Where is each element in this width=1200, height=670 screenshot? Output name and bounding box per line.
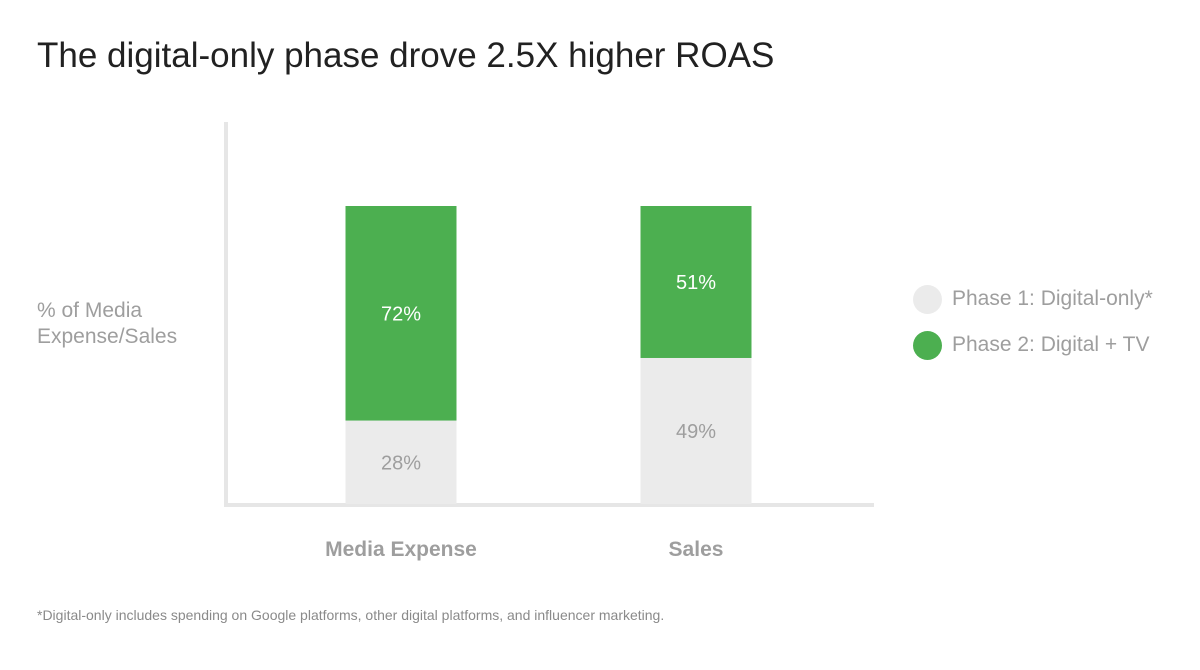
bar-phase-1-sales [640,357,752,504]
x-tick-label-sales: Sales [669,538,724,561]
legend-swatch-phase-2 [913,330,942,360]
data-label-phase-1-media-expense: 28% [381,452,421,474]
bar-phase-2-sales [640,206,752,358]
legend-label-phase-2: Phase 2: Digital + TV [952,333,1150,356]
data-label-phase-2-media-expense: 72% [381,303,421,325]
data-label-phase-2-sales: 51% [676,272,716,294]
legend-item-phase-1: Phase 1: Digital-only* [913,284,1153,314]
legend-item-phase-2: Phase 2: Digital + TV [913,330,1153,360]
bar-phase-1-media-expense [345,420,457,504]
legend: Phase 1: Digital-only* Phase 2: Digital … [913,284,1153,376]
footnote: *Digital-only includes spending on Googl… [37,607,665,623]
legend-label-phase-1: Phase 1: Digital-only* [952,287,1153,310]
data-label-phase-1-sales: 49% [676,421,716,443]
y-axis-label: % of Media Expense/Sales [37,299,178,348]
x-tick-label-media-expense: Media Expense [325,538,477,561]
legend-swatch-phase-1 [913,284,942,314]
bar-phase-2-media-expense [345,206,457,421]
chart-title: The digital-only phase drove 2.5X higher… [37,36,775,75]
